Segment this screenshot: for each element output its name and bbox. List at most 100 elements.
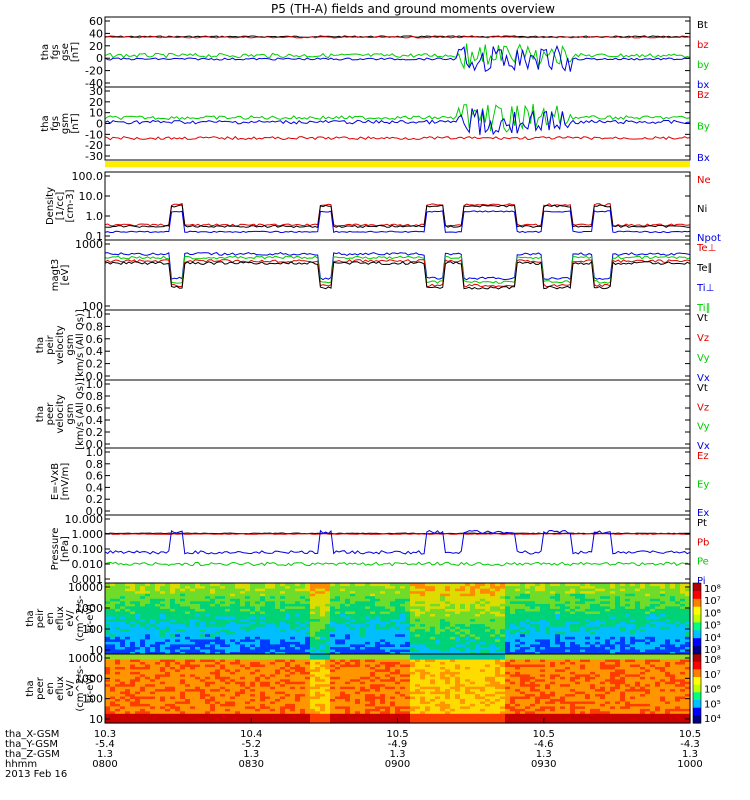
spectrogram-cell (105, 636, 111, 640)
spectrogram-cell (340, 700, 346, 704)
spectrogram-cell (230, 710, 236, 714)
spectrogram-cell (105, 698, 111, 702)
spectrogram-cell (320, 621, 326, 625)
spectrogram-cell (225, 623, 231, 627)
spectrogram-cell (425, 593, 431, 597)
spectrogram-cell (465, 636, 471, 640)
spectrogram-cell (110, 633, 116, 637)
spectrogram-cell (305, 636, 311, 640)
spectrogram-cell (445, 621, 451, 625)
spectrogram-cell (220, 671, 226, 675)
spectrogram-cell (170, 605, 176, 609)
spectrogram-cell (560, 613, 566, 617)
spectrogram-cell (200, 651, 206, 655)
spectrogram-cell (675, 631, 681, 635)
spectrogram-cell (210, 698, 216, 702)
spectrogram-cell (405, 626, 411, 630)
spectrogram-cell (340, 656, 346, 660)
spectrogram-cell (185, 590, 191, 594)
spectrogram-cell (180, 616, 186, 620)
spectrogram-cell (600, 621, 606, 625)
spectrogram-cell (375, 633, 381, 637)
spectrogram-cell (310, 713, 316, 717)
spectrogram-cell (110, 666, 116, 670)
spectrogram-cell (200, 583, 206, 587)
spectrogram-cell (645, 641, 651, 645)
spectrogram-cell (615, 628, 621, 632)
spectrogram-cell (410, 585, 416, 589)
spectrogram-cell (125, 673, 131, 677)
spectrogram-cell (235, 683, 241, 687)
spectrogram-cell (665, 610, 671, 614)
spectrogram-cell (300, 633, 306, 637)
spectrogram-cell (185, 651, 191, 655)
spectrogram-cell (150, 688, 156, 692)
spectrogram-cell (120, 595, 126, 599)
spectrogram-cell (120, 628, 126, 632)
spectrogram-cell (530, 621, 536, 625)
spectrogram-cell (360, 631, 366, 635)
spectrogram-cell (330, 693, 336, 697)
spectrogram-cell (210, 718, 216, 722)
spectrogram-cell (225, 613, 231, 617)
spectrogram-cell (505, 590, 511, 594)
spectrogram-cell (230, 616, 236, 620)
spectrogram-cell (505, 651, 511, 655)
spectrogram-cell (170, 651, 176, 655)
spectrogram-cell (570, 583, 576, 587)
spectrogram-cell (185, 583, 191, 587)
spectrogram-cell (170, 646, 176, 650)
spectrogram-cell (305, 648, 311, 652)
spectrogram-cell (160, 681, 166, 685)
spectrogram-cell (220, 636, 226, 640)
spectrogram-cell (540, 626, 546, 630)
spectrogram-cell (160, 695, 166, 699)
spectrogram-cell (235, 603, 241, 607)
spectrogram-cell (450, 585, 456, 589)
spectrogram-cell (210, 703, 216, 707)
spectrogram-cell (220, 654, 226, 658)
spectrogram-cell (665, 585, 671, 589)
spectrogram-cell (680, 595, 686, 599)
spectrogram-cell (360, 590, 366, 594)
spectrogram-cell (255, 668, 261, 672)
legend-entry: Te∥ (696, 263, 713, 274)
spectrogram-cell (345, 628, 351, 632)
spectrogram-cell (625, 621, 631, 625)
spectrogram-cell (195, 595, 201, 599)
spectrogram-cell (330, 593, 336, 597)
spectrogram-cell (265, 643, 271, 647)
spectrogram-cell (635, 590, 641, 594)
spectrogram-cell (530, 628, 536, 632)
y-axis-label: tha peir velocity gsm [km/s (All Qs)] (35, 309, 86, 381)
spectrogram-cell (175, 678, 181, 682)
spectrogram-cell (325, 671, 331, 675)
spectrogram-cell (400, 623, 406, 627)
spectrogram-cell (335, 593, 341, 597)
spectrogram-cell (425, 626, 431, 630)
spectrogram-cell (260, 638, 266, 642)
spectrogram-cell (165, 588, 171, 592)
spectrogram-cell (160, 720, 166, 724)
spectrogram-cell (500, 600, 506, 604)
spectrogram-cell (655, 643, 661, 647)
spectrogram-cell (160, 678, 166, 682)
spectrogram-cell (315, 608, 321, 612)
spectrogram-cell (215, 708, 221, 712)
spectrogram-cell (110, 603, 116, 607)
spectrogram-cell (205, 613, 211, 617)
spectrogram-cell (335, 658, 341, 662)
spectrogram-cell (515, 623, 521, 627)
spectrogram-cell (150, 641, 156, 645)
spectrogram-cell (175, 710, 181, 714)
spectrogram-cell (485, 643, 491, 647)
spectrogram-cell (355, 713, 361, 717)
spectrogram-cell (205, 686, 211, 690)
spectrogram-cell (125, 683, 131, 687)
spectrogram-cell (425, 636, 431, 640)
spectrogram-cell (305, 678, 311, 682)
spectrogram-cell (505, 636, 511, 640)
spectrogram-cell (115, 600, 121, 604)
spectrogram-cell (425, 603, 431, 607)
spectrogram-cell (280, 673, 286, 677)
